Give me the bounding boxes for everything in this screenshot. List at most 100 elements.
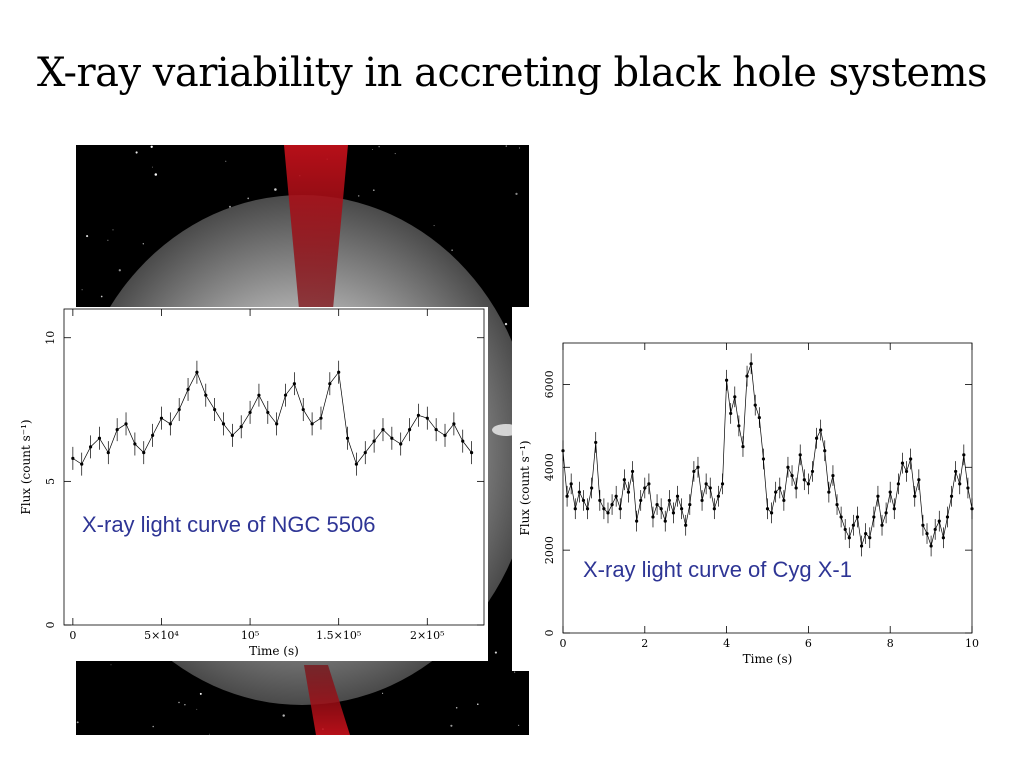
star [154, 173, 158, 176]
data-point [868, 536, 872, 540]
data-point [888, 490, 892, 494]
data-point [399, 442, 403, 446]
y-tick-label: 10 [44, 331, 57, 345]
star [513, 671, 516, 673]
data-point [626, 490, 631, 494]
cygx1-caption: X-ray light curve of Cyg X-1 [583, 557, 852, 582]
data-point [806, 482, 810, 486]
x-tick-label: 4 [723, 637, 730, 650]
data-point [925, 531, 929, 536]
data-point [97, 436, 102, 440]
star [199, 692, 202, 695]
data-point [598, 498, 602, 503]
data-point [168, 422, 172, 426]
data-point [667, 498, 671, 503]
data-point [872, 515, 876, 519]
data-point [594, 440, 598, 445]
star [274, 188, 277, 191]
data-point [720, 482, 725, 486]
data-point [614, 494, 618, 498]
x-tick-label: 2×10⁵ [410, 629, 445, 642]
data-point [708, 486, 712, 490]
data-point [328, 382, 332, 386]
data-point [585, 507, 590, 511]
star [357, 195, 360, 197]
data-point [859, 544, 864, 548]
star [378, 146, 380, 148]
star [178, 701, 180, 704]
star [394, 153, 396, 155]
data-point [941, 536, 945, 540]
data-point [565, 494, 569, 498]
data-point [569, 482, 573, 486]
data-point [745, 374, 749, 378]
data-point [213, 407, 217, 412]
ngc5506-light-curve-chart: 0 5×10⁴ 10⁵ 1.5×10⁵ 2×10⁵ 0 5 10 Time (s) Flux (c… [19, 308, 485, 658]
star [152, 725, 154, 728]
data-point [970, 507, 974, 511]
data-point [937, 519, 941, 523]
data-point [635, 519, 639, 523]
data-point [292, 382, 296, 386]
data-point [778, 486, 782, 490]
star [118, 269, 121, 272]
x-tick-label: 10⁵ [241, 629, 259, 642]
data-point [606, 511, 610, 515]
data-point [257, 393, 261, 397]
data-point [469, 451, 474, 455]
data-point [561, 449, 565, 453]
data-point [221, 422, 226, 426]
y-tick-label: 2000 [543, 536, 556, 564]
star [372, 189, 375, 192]
star [282, 714, 285, 717]
data-point [794, 486, 798, 490]
data-point [461, 439, 465, 443]
plot-frame [63, 308, 485, 626]
data-point [363, 451, 367, 455]
star [100, 295, 103, 298]
data-point [643, 486, 647, 490]
data-point [692, 469, 696, 474]
lower-jet [304, 665, 350, 735]
data-point [725, 378, 729, 382]
y-axis-label: Flux (count s⁻¹) [518, 440, 532, 535]
data-point [933, 527, 937, 532]
star [76, 721, 79, 724]
y-tick-label: 4000 [543, 453, 556, 481]
data-point [741, 444, 745, 449]
data-point [407, 428, 412, 432]
x-tick-label: 8 [887, 637, 894, 650]
data-point [590, 486, 594, 490]
data-point [639, 498, 643, 503]
data-point [847, 536, 851, 540]
data-point [769, 511, 774, 515]
data-point [864, 531, 868, 536]
data-point [573, 507, 577, 511]
data-point [266, 410, 270, 415]
data-point [610, 502, 614, 507]
star [494, 651, 497, 654]
x-tick-label: 10 [965, 637, 979, 650]
star [225, 160, 227, 162]
data-point [814, 436, 819, 440]
data-point [884, 511, 888, 515]
star [505, 145, 507, 147]
data-point [712, 507, 716, 511]
data-point [671, 511, 676, 515]
data-point [851, 523, 855, 527]
data-point [372, 439, 376, 443]
data-point [345, 436, 350, 440]
star [135, 151, 138, 154]
data-point [798, 453, 802, 457]
star [247, 197, 250, 200]
data-point [737, 424, 741, 428]
cygx1-light-curve-panel: 0 2 4 6 8 10 0 2000 4000 6000 Time (s) Flux (count … [512, 307, 988, 671]
plot-frame [562, 342, 973, 634]
data-point [827, 490, 831, 494]
star [150, 145, 153, 148]
data-point [680, 507, 684, 511]
data-point [909, 457, 913, 461]
data-point [716, 494, 721, 498]
data-point [443, 433, 447, 437]
data-point [949, 494, 954, 498]
